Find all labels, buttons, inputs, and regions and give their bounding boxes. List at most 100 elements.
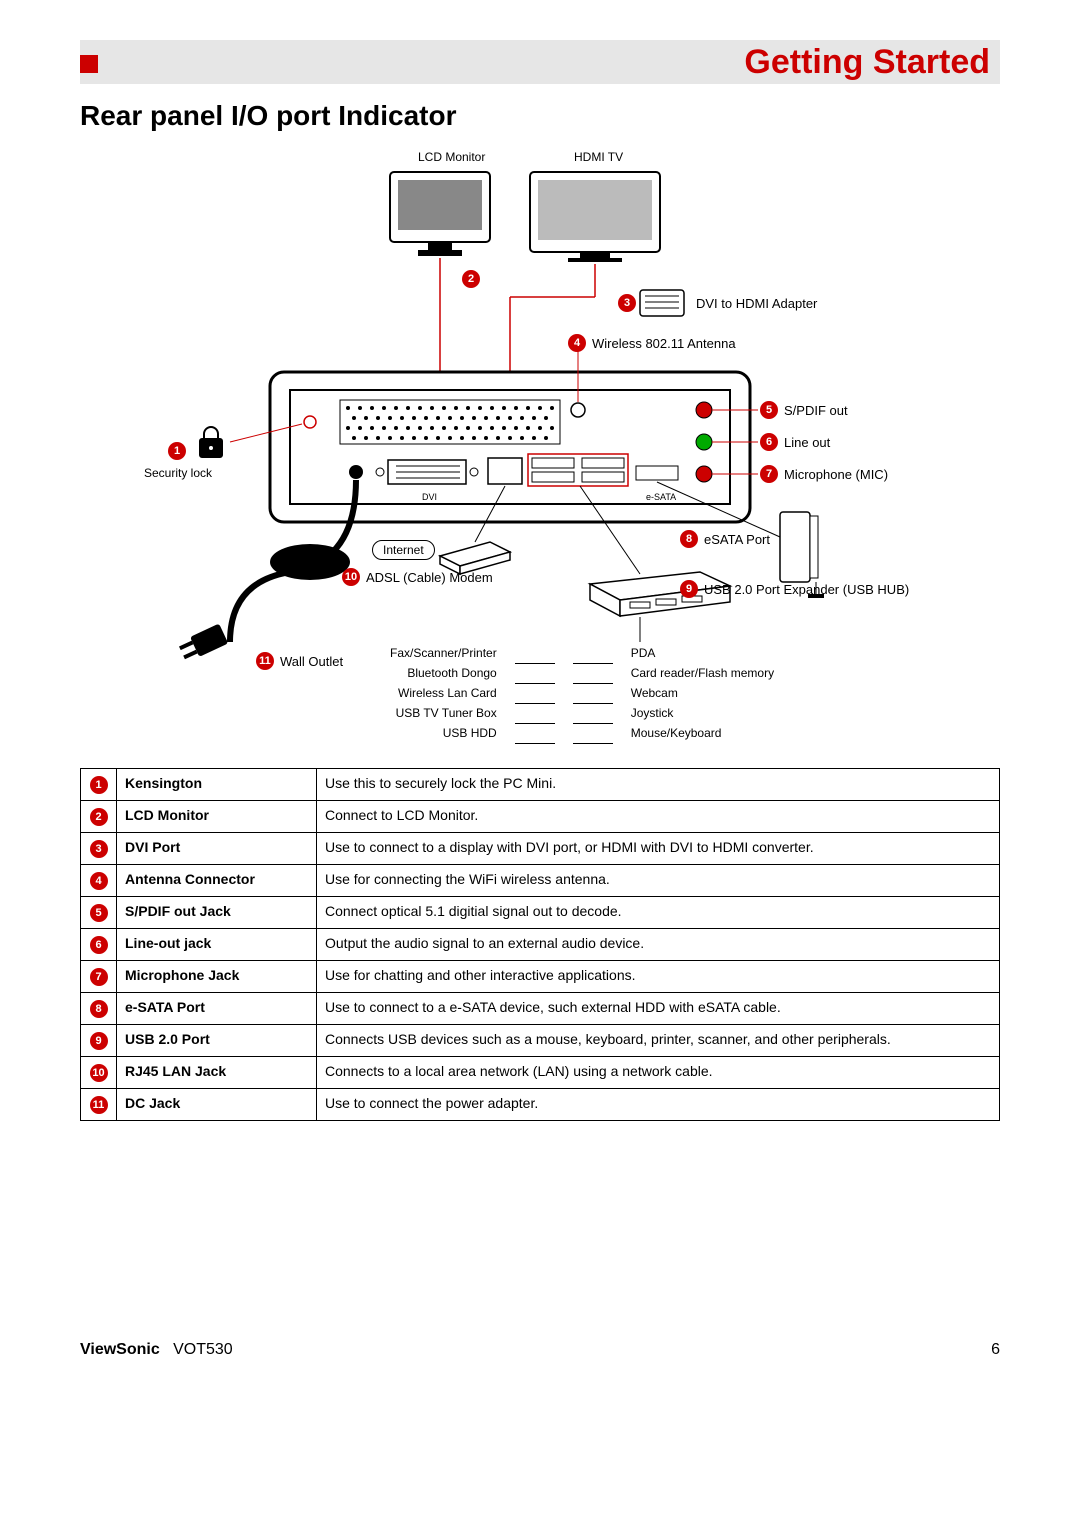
text: USB 2.0 Port Expander (USB HUB) <box>704 582 909 597</box>
row-name: e-SATA Port <box>117 993 317 1025</box>
row-badge-cell: 3 <box>81 833 117 865</box>
hub-left-1: Bluetooth Dongo <box>382 664 505 682</box>
header-accent-square <box>80 55 98 73</box>
table-row: 6Line-out jackOutput the audio signal to… <box>81 929 1000 961</box>
row-desc: Use for chatting and other interactive a… <box>317 961 1000 993</box>
row-badge: 6 <box>90 936 108 954</box>
row-badge: 1 <box>90 776 108 794</box>
row-badge: 11 <box>90 1096 108 1114</box>
badge-6: 6 <box>760 433 778 451</box>
callout-8: 8 eSATA Port <box>680 530 770 548</box>
hub-left-4: USB HDD <box>382 724 505 742</box>
section-title: Rear panel I/O port Indicator <box>80 100 1000 132</box>
table-row: 2 LCD MonitorConnect to LCD Monitor. <box>81 801 1000 833</box>
row-badge-cell: 8 <box>81 993 117 1025</box>
text: Wall Outlet <box>280 654 343 669</box>
table-row: 4Antenna ConnectorUse for connecting the… <box>81 865 1000 897</box>
row-name: Microphone Jack <box>117 961 317 993</box>
text: eSATA Port <box>704 532 770 547</box>
row-badge: 4 <box>90 872 108 890</box>
label-hdmi-tv: HDMI TV <box>574 150 623 164</box>
table-row: 7 Microphone JackUse for chatting and oth… <box>81 961 1000 993</box>
row-badge-cell: 6 <box>81 929 117 961</box>
row-desc: Use to connect to a e-SATA device, such … <box>317 993 1000 1025</box>
row-badge: 5 <box>90 904 108 922</box>
text: Security lock <box>144 466 212 480</box>
hub-right-1: Card reader/Flash memory <box>623 664 782 682</box>
badge-4: 4 <box>568 334 586 352</box>
row-badge: 9 <box>90 1032 108 1050</box>
hub-right-3: Joystick <box>623 704 782 722</box>
port-description-table: 1 KensingtonUse this to securely lock the… <box>80 768 1000 1121</box>
label-lcd-monitor: LCD Monitor <box>418 150 485 164</box>
row-name: LCD Monitor <box>117 801 317 833</box>
svg-text:e-SATA: e-SATA <box>646 492 676 502</box>
table-row: 5S/PDIF out JackConnect optical 5.1 digi… <box>81 897 1000 929</box>
text: Microphone (MIC) <box>784 467 888 482</box>
row-badge: 3 <box>90 840 108 858</box>
row-badge-cell: 9 <box>81 1025 117 1057</box>
footer-brand: ViewSonic <box>80 1341 160 1358</box>
row-badge: 10 <box>90 1064 108 1082</box>
badge-9: 9 <box>680 580 698 598</box>
callout-4: 4 Wireless 802.11 Antenna <box>568 334 736 352</box>
badge-1: 1 <box>168 442 186 460</box>
table-row: 1 KensingtonUse this to securely lock the… <box>81 769 1000 801</box>
callout-10: 10ADSL (Cable) Modem <box>342 568 493 586</box>
badge-10: 10 <box>342 568 360 586</box>
callout-11: 11 Wall Outlet <box>256 652 343 670</box>
callout-1: 1 <box>168 442 186 460</box>
row-desc: Output the audio signal to an external a… <box>317 929 1000 961</box>
row-badge-cell: 7 <box>81 961 117 993</box>
row-name: RJ45 LAN Jack <box>117 1057 317 1089</box>
row-desc: Use this to securely lock the PC Mini. <box>317 769 1000 801</box>
callout-6: 6 Line out <box>760 433 830 451</box>
text: Wireless 802.11 Antenna <box>592 336 736 351</box>
text: Internet <box>383 543 424 557</box>
callout-7: 7 Microphone (MIC) <box>760 465 888 483</box>
row-name: DC Jack <box>117 1089 317 1121</box>
row-desc: Connects USB devices such as a mouse, ke… <box>317 1025 1000 1057</box>
hub-right-0: PDA <box>623 644 782 662</box>
text: HDMI TV <box>574 150 623 164</box>
row-badge-cell: 5 <box>81 897 117 929</box>
chapter-title: Getting Started <box>744 43 990 82</box>
hub-right-2: Webcam <box>623 684 782 702</box>
row-name: Kensington <box>117 769 317 801</box>
badge-3: 3 <box>618 294 636 312</box>
row-badge: 7 <box>90 968 108 986</box>
badge-8: 8 <box>680 530 698 548</box>
row-badge: 2 <box>90 808 108 826</box>
text: LCD Monitor <box>418 150 485 164</box>
footer-model: VOT530 <box>173 1341 233 1358</box>
row-desc: Connect to LCD Monitor. <box>317 801 1000 833</box>
badge-2: 2 <box>462 270 480 288</box>
table-row: 10RJ45 LAN JackConnects to a local area … <box>81 1057 1000 1089</box>
usb-hub-peripherals: Fax/Scanner/PrinterPDA Bluetooth DongoCa… <box>380 642 784 744</box>
row-badge-cell: 4 <box>81 865 117 897</box>
row-badge: 8 <box>90 1000 108 1018</box>
table-row: 3DVI PortUse to connect to a display wit… <box>81 833 1000 865</box>
hub-left-3: USB TV Tuner Box <box>382 704 505 722</box>
badge-7: 7 <box>760 465 778 483</box>
row-desc: Use for connecting the WiFi wireless ant… <box>317 865 1000 897</box>
rear-panel-diagram: DVI e-SATA LCD Monitor HDMI TV 1 Securit… <box>80 142 1000 762</box>
callout-9: 9 USB 2.0 Port Expander (USB HUB) <box>680 580 909 598</box>
text: Line out <box>784 435 830 450</box>
row-name: S/PDIF out Jack <box>117 897 317 929</box>
page-footer: ViewSonic VOT530 6 <box>80 1341 1000 1359</box>
callout-2: 2 <box>462 270 480 288</box>
page: Getting Started Rear panel I/O port Indi… <box>0 0 1080 1389</box>
table-row: 8 e-SATA PortUse to connect to a e-SATA d… <box>81 993 1000 1025</box>
row-desc: Use to connect to a display with DVI por… <box>317 833 1000 865</box>
hub-right-4: Mouse/Keyboard <box>623 724 782 742</box>
badge-5: 5 <box>760 401 778 419</box>
table-row: 9 USB 2.0 PortConnects USB devices such a… <box>81 1025 1000 1057</box>
row-badge-cell: 2 <box>81 801 117 833</box>
row-badge-cell: 10 <box>81 1057 117 1089</box>
callout-5: 5 S/PDIF out <box>760 401 848 419</box>
badge-11: 11 <box>256 652 274 670</box>
row-desc: Use to connect the power adapter. <box>317 1089 1000 1121</box>
text: S/PDIF out <box>784 403 848 418</box>
row-name: USB 2.0 Port <box>117 1025 317 1057</box>
